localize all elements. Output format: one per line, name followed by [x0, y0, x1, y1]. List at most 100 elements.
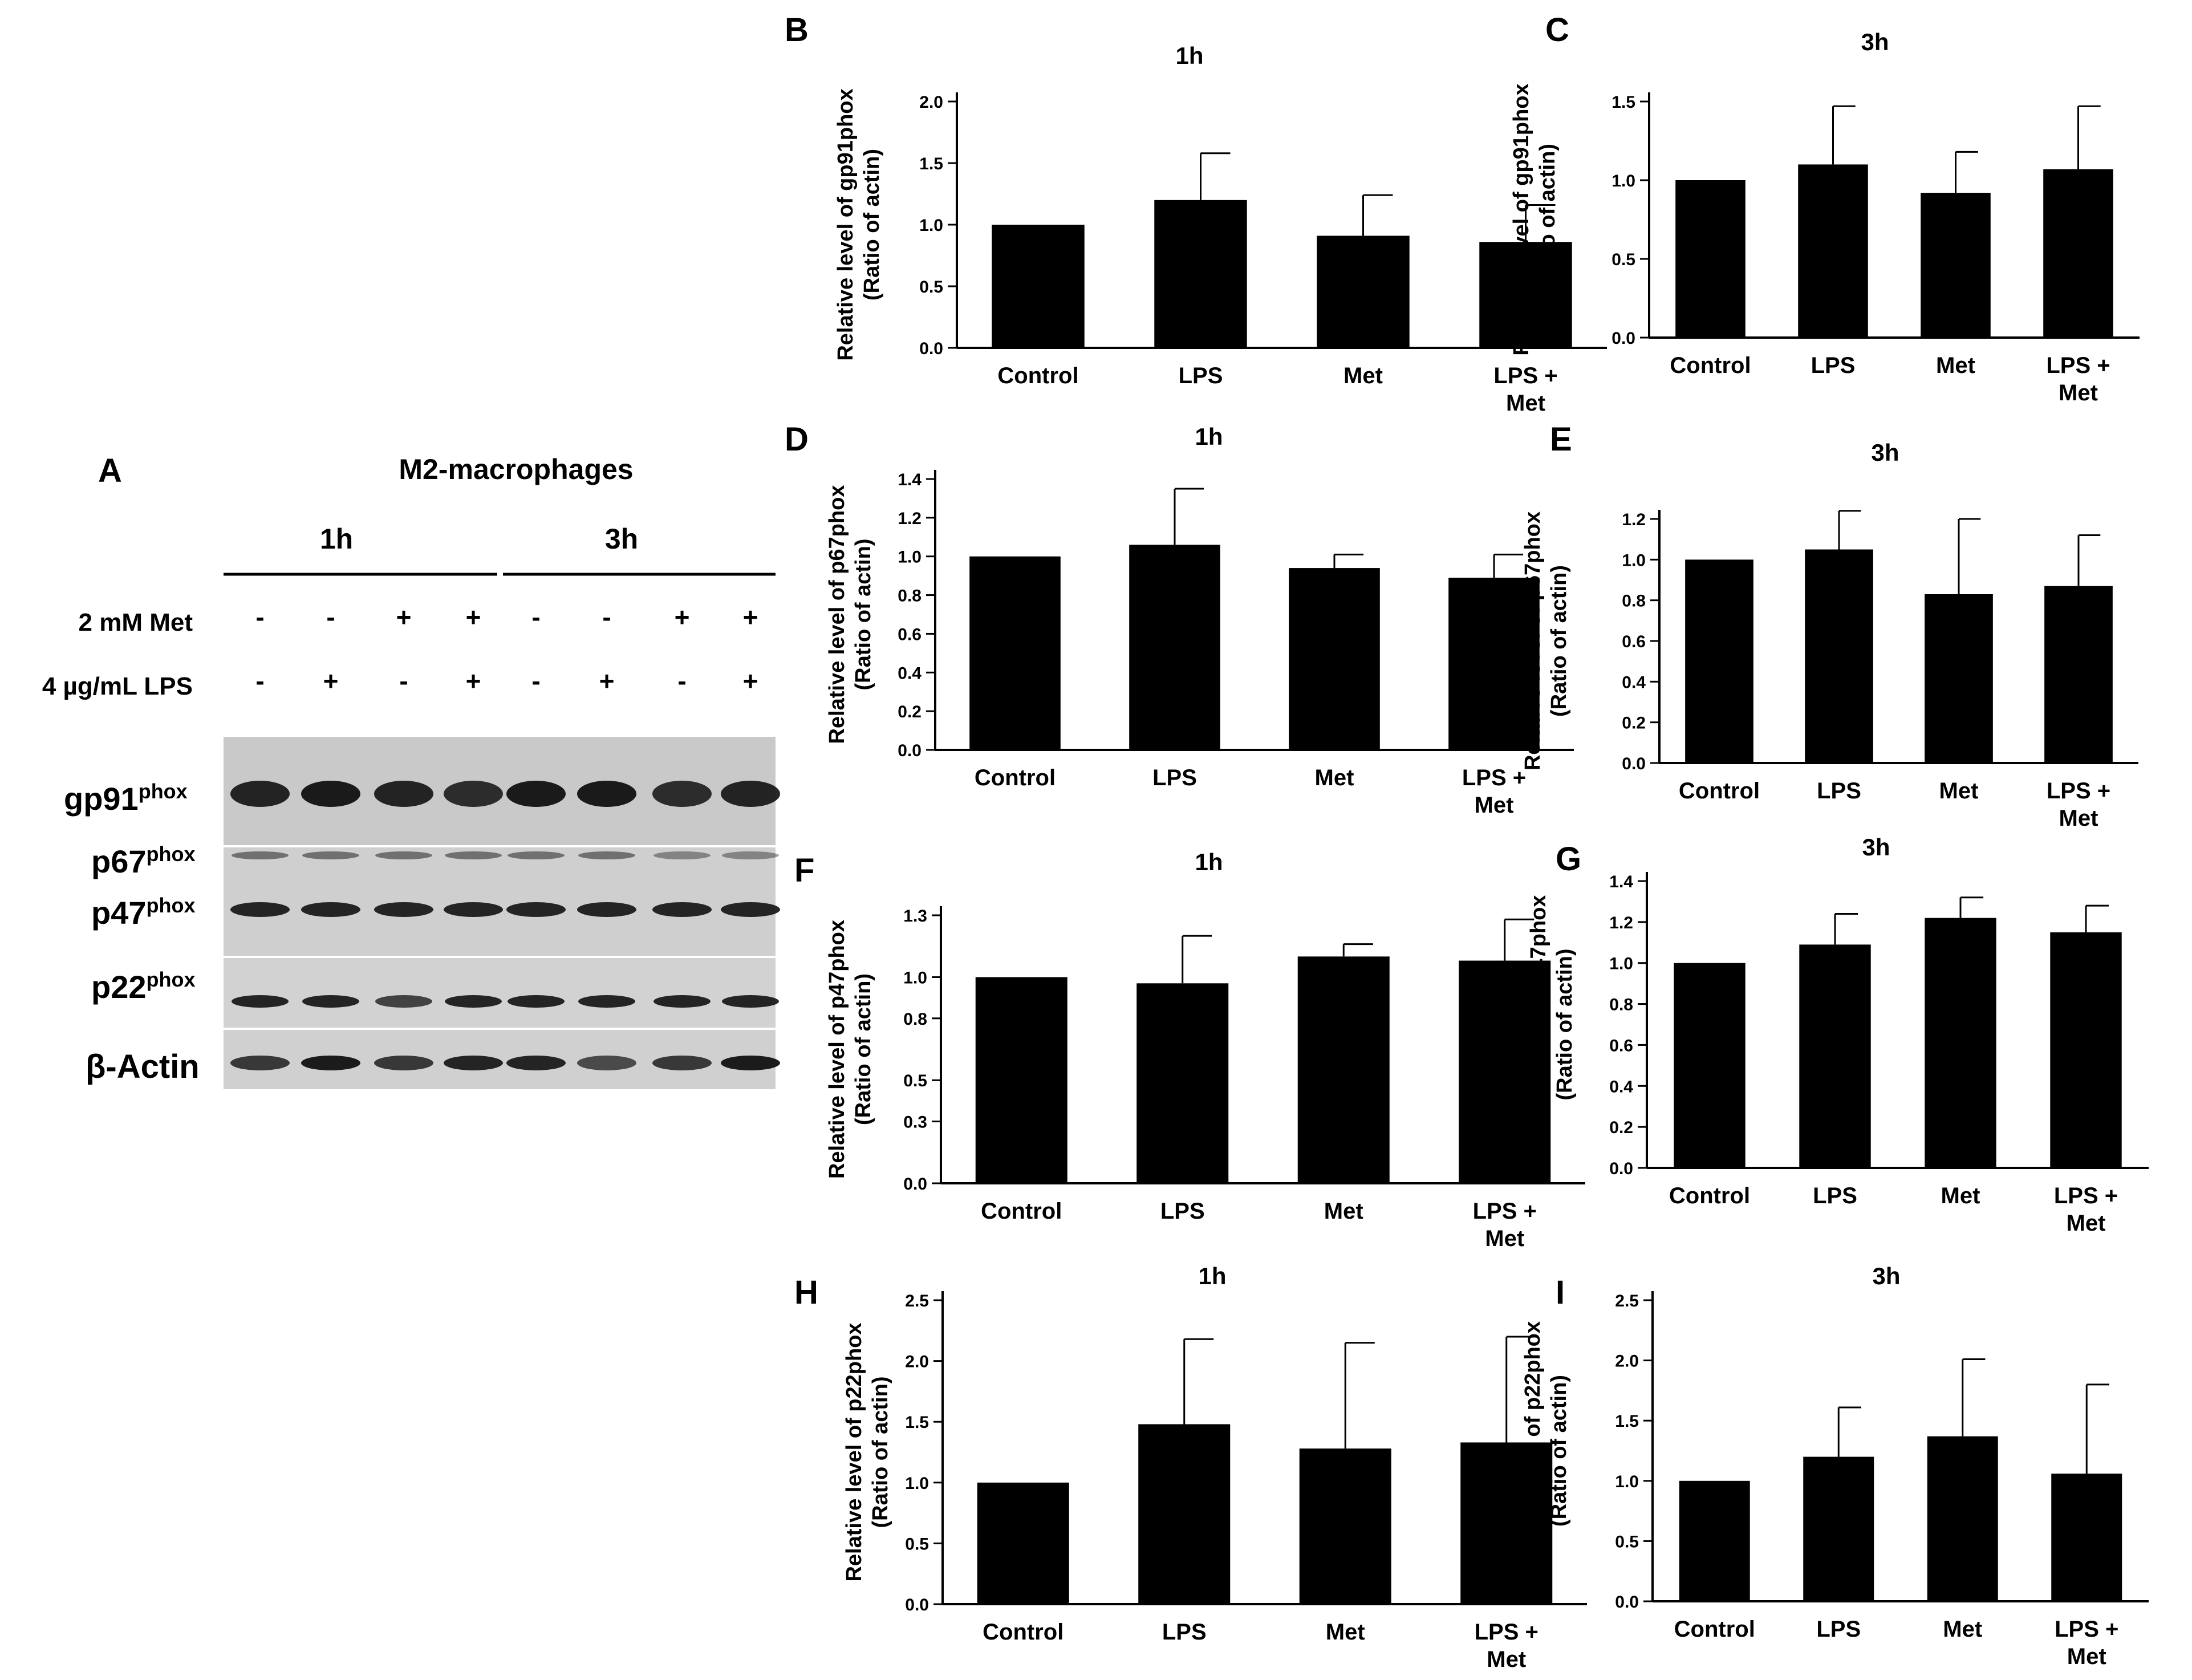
y-axis-label: Relative level of p67phox [825, 485, 849, 744]
bar-lps [1459, 960, 1551, 1183]
band-p67 [302, 851, 359, 859]
band-actin [444, 1056, 503, 1070]
bar-met [1317, 236, 1410, 348]
y-tick-label: 1.0 [1622, 551, 1646, 570]
y-tick-label: 0.0 [1611, 329, 1635, 348]
band-p67 [232, 851, 289, 859]
chart-g: G 3h 0.0 0.2 0.4 0.6 0.8 1.0 1.2 1.4 Relative leve… [1527, 834, 2149, 1236]
y-tick-label: 0.5 [919, 278, 943, 297]
band-gp91 [506, 781, 566, 807]
bar-lps [1138, 1424, 1231, 1604]
chart-title: 1h [1198, 1263, 1226, 1289]
y-tick-label: 0.5 [1615, 1532, 1639, 1551]
band-actin [374, 1056, 433, 1070]
x-tick-label: LPS + Met [1462, 765, 1526, 818]
band-gp91 [444, 781, 503, 807]
y-axis-label: Relative level of p22phox [842, 1322, 866, 1581]
band-p22 [578, 995, 635, 1008]
sign: - [602, 602, 611, 632]
blot-strip-p22 [224, 958, 776, 1028]
band-p47 [577, 902, 636, 917]
met-signs: - - + + - - + + [255, 602, 758, 632]
y-tick-label: 1.0 [905, 1474, 929, 1493]
y-axis-label-unit: (Ratio of actin) [1553, 949, 1577, 1101]
bar-charts: B 1h 0.0 0.5 1.0 1.5 2.0 Relative level of gp91… [785, 11, 2149, 1672]
y-tick-label: 2.0 [919, 93, 943, 112]
x-tick-label: LPS + Met [2054, 1183, 2118, 1236]
y-tick-label: 0.0 [919, 339, 943, 358]
band-p67 [722, 851, 779, 859]
row-label-met: 2 mM Met [79, 608, 193, 636]
y-tick-label: 1.2 [1622, 510, 1646, 529]
x-tick-label: Met [1936, 353, 1975, 378]
x-tick-label: LPS + Met [1493, 363, 1557, 416]
y-tick-label: 0.6 [1622, 632, 1646, 651]
sign: - [531, 602, 540, 632]
x-tick-label: LPS + Met [2055, 1617, 2118, 1669]
y-tick-label: 0.0 [1609, 1159, 1633, 1178]
x-tick-label: LPS [1162, 1620, 1207, 1645]
y-tick-label: 1.3 [903, 907, 927, 926]
y-tick-label: 1.0 [919, 216, 943, 235]
y-axis-label-unit: (Ratio of actin) [851, 973, 875, 1125]
bar-met [1289, 568, 1380, 750]
x-tick-label: Met [1315, 765, 1354, 790]
x-tick-label: LPS + Met [2046, 353, 2110, 405]
bar-lps [1154, 200, 1247, 348]
sign: + [396, 602, 412, 632]
bar-control [977, 1482, 1069, 1604]
y-tick-label: 0.6 [898, 625, 922, 644]
band-p47 [652, 902, 712, 917]
x-tick-label: LPS [1813, 1183, 1857, 1208]
x-tick-label: Met [1326, 1620, 1365, 1645]
chart-title: 3h [1871, 439, 1899, 466]
bar-lps [2050, 932, 2122, 1168]
y-axis-label-unit: (Ratio of actin) [1547, 1375, 1571, 1527]
x-tick-label: Control [1674, 1617, 1755, 1642]
y-tick-label: 0.0 [1615, 1593, 1639, 1612]
panel-label-d: D [785, 421, 809, 458]
sign: + [323, 666, 339, 696]
y-tick-label: 1.2 [898, 509, 922, 528]
protein-label-p22: p22phox [91, 968, 196, 1005]
y-tick-label: 0.8 [1609, 996, 1633, 1015]
band-p22 [653, 995, 711, 1008]
band-p47 [444, 902, 503, 917]
bar-lps [1799, 944, 1871, 1168]
band-p67 [653, 851, 711, 859]
y-tick-label: 0.2 [898, 703, 922, 721]
x-tick-label: Control [1669, 1183, 1750, 1208]
panel-label-e: E [1550, 421, 1572, 458]
panel-label-b: B [785, 11, 809, 48]
chart-e: E 3h 0.0 0.2 0.4 0.6 0.8 1.0 1.2 Relative level o… [1521, 421, 2138, 831]
x-tick-label: LPS + Met [1475, 1620, 1539, 1672]
band-actin [652, 1056, 712, 1070]
chart-b: B 1h 0.0 0.5 1.0 1.5 2.0 Relative level of gp91… [785, 11, 1607, 416]
y-tick-label: 1.0 [898, 548, 922, 567]
x-tick-label: LPS [1179, 363, 1223, 388]
band-gp91 [374, 781, 433, 807]
x-tick-label: Control [997, 363, 1078, 388]
protein-label-p47: p47phox [91, 894, 196, 931]
blot-strips [224, 737, 780, 1089]
row-label-lps: 4 µg/mL LPS [42, 672, 193, 700]
bar-met [1925, 594, 1993, 763]
protein-labels: gp91phox p67phox p47phox p22phox β-Actin [64, 780, 200, 1085]
band-actin [230, 1056, 290, 1070]
y-tick-label: 0.4 [1622, 673, 1646, 692]
y-tick-label: 1.5 [905, 1413, 929, 1432]
x-tick-label: Control [981, 1199, 1062, 1224]
x-tick-label: Met [1324, 1199, 1363, 1224]
band-p22 [508, 995, 565, 1008]
chart-c: C 3h 0.0 0.5 1.0 1.5 Relative level of gp91pho… [1509, 11, 2140, 405]
x-tick-label: Control [1679, 778, 1760, 804]
y-tick-label: 1.5 [919, 155, 943, 173]
chart-title: 3h [1862, 834, 1890, 861]
sign: + [743, 666, 758, 696]
y-tick-label: 0.0 [903, 1175, 927, 1194]
y-tick-label: 0.2 [1609, 1118, 1633, 1137]
chart-h: H 1h 0.0 0.5 1.0 1.5 2.0 2.5 Relative level of p… [794, 1263, 1587, 1672]
band-gp91 [230, 781, 290, 807]
bar-control [1674, 963, 1746, 1168]
y-tick-label: 1.0 [1609, 955, 1633, 973]
